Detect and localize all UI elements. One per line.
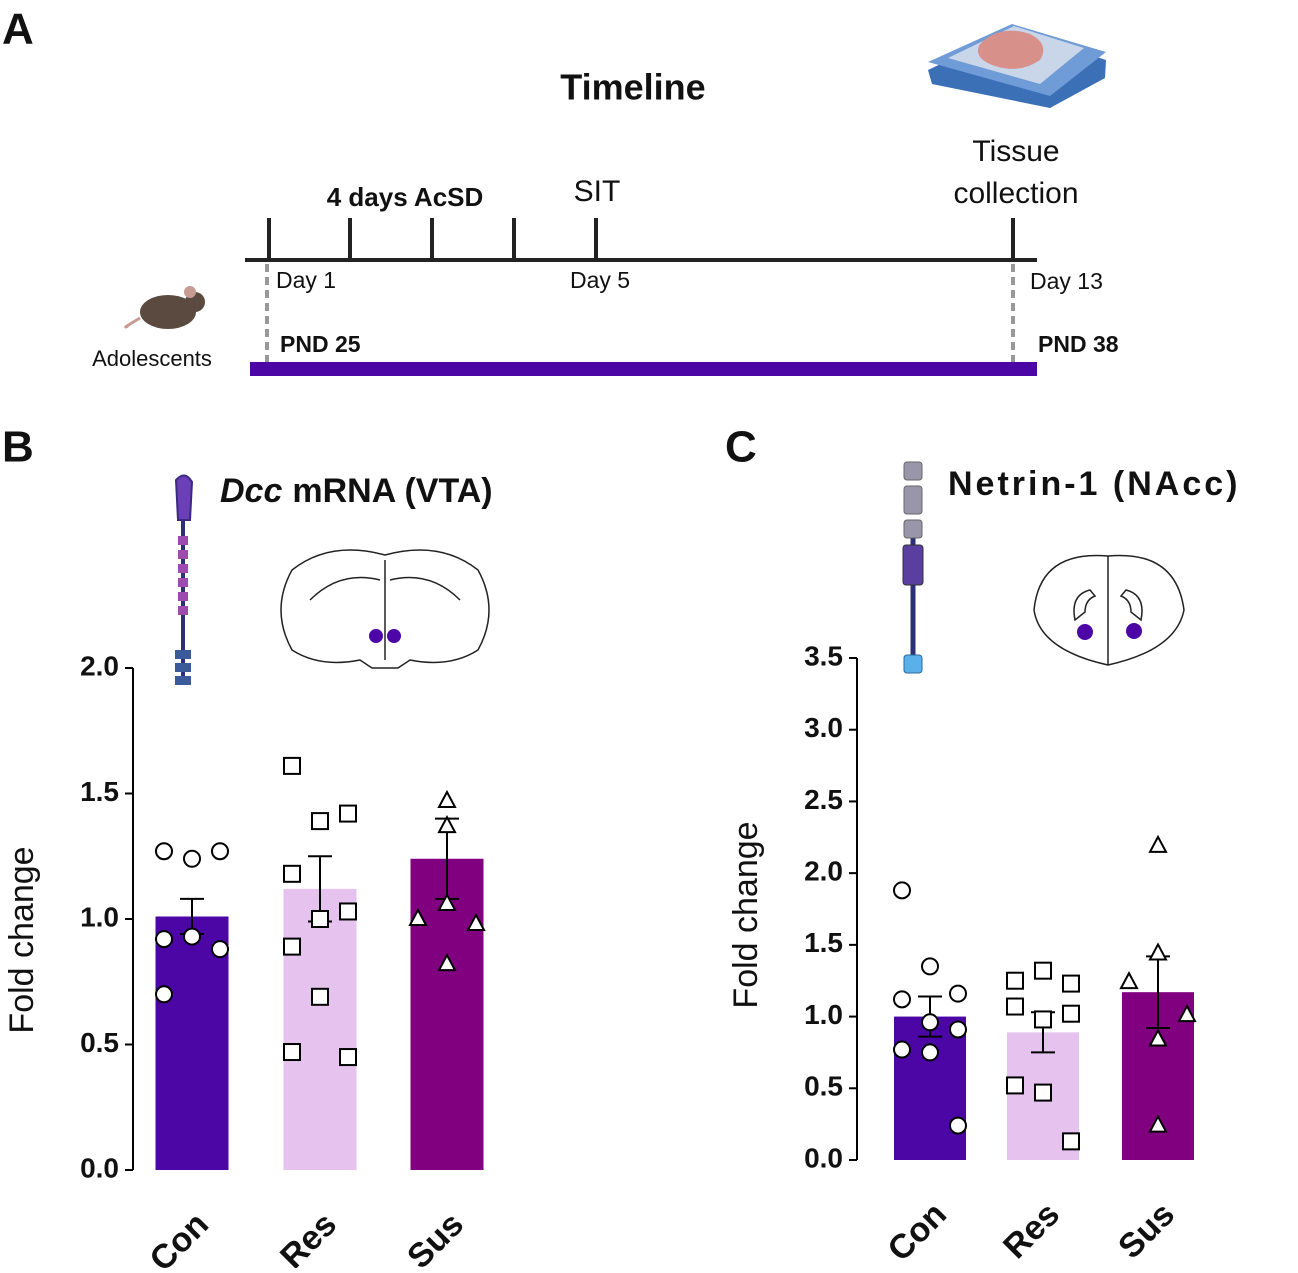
point <box>155 985 173 1004</box>
collection-label: collection <box>953 177 1078 210</box>
y-tick-label: 2.5 <box>804 784 843 815</box>
point <box>437 892 457 911</box>
slide-icon <box>928 24 1106 108</box>
y-axis-label: Fold change <box>727 821 765 1008</box>
point <box>283 1043 301 1062</box>
pnd-label: PND 38 <box>1038 331 1119 357</box>
x-tick-label: Con <box>880 1195 954 1268</box>
point <box>893 881 911 900</box>
x-tick-label: Res <box>996 1195 1067 1266</box>
point <box>949 1020 967 1039</box>
y-tick-label: 1.5 <box>804 927 843 958</box>
point <box>155 842 173 861</box>
point <box>1006 997 1024 1016</box>
title-rest: mRNA (VTA) <box>292 472 492 510</box>
group-label: Adolescents <box>92 346 212 371</box>
point <box>211 940 229 959</box>
y-tick-label: 0.5 <box>804 1071 843 1102</box>
point <box>1062 974 1080 993</box>
point <box>437 815 457 834</box>
point <box>1006 971 1024 990</box>
point <box>408 907 428 926</box>
point <box>437 789 457 809</box>
x-tick-label: Sus <box>400 1205 471 1268</box>
point <box>1148 834 1168 853</box>
day-label: Day 1 <box>276 267 336 293</box>
panel-letter: A <box>2 5 34 54</box>
point <box>1006 1076 1024 1095</box>
x-tick-label: Sus <box>1111 1195 1182 1266</box>
point <box>1148 942 1168 961</box>
y-tick-label: 0.0 <box>804 1142 843 1173</box>
y-tick-label: 1.0 <box>80 901 119 932</box>
point <box>921 1043 939 1062</box>
point <box>339 902 357 921</box>
point <box>183 849 201 868</box>
point <box>466 912 486 932</box>
point <box>921 957 939 976</box>
day-label: Day 5 <box>570 267 630 293</box>
y-tick-label: 0.5 <box>80 1027 119 1058</box>
y-tick-label: 1.5 <box>80 776 119 807</box>
y-tick-label: 2.0 <box>80 650 119 681</box>
point <box>921 1013 939 1032</box>
point <box>1034 1083 1052 1102</box>
sit-label: SIT <box>574 175 621 208</box>
x-tick-label: Con <box>142 1205 216 1268</box>
point <box>1177 1004 1197 1023</box>
title-gene: Dcc <box>220 472 282 510</box>
panel-letter: B <box>2 423 34 472</box>
guide-line <box>265 264 1015 362</box>
point <box>893 990 911 1009</box>
point <box>1062 1132 1080 1151</box>
chart-title: Netrin-1 (NAcc) <box>948 465 1240 503</box>
point <box>1034 1010 1052 1029</box>
point <box>893 1040 911 1059</box>
pnd-label: PND 25 <box>280 331 361 357</box>
point <box>1062 1004 1080 1023</box>
point <box>283 756 301 775</box>
age-bar <box>250 362 1037 376</box>
point <box>339 1048 357 1067</box>
point <box>311 812 329 831</box>
timeline-axis <box>245 218 1037 262</box>
brain-section <box>1033 554 1185 666</box>
y-axis-label: Fold change <box>3 846 41 1033</box>
stress-label: 4 days AcSD <box>327 182 484 212</box>
point <box>1148 1028 1168 1047</box>
day-label: Day 13 <box>1030 268 1103 294</box>
receptor-icon <box>174 474 194 685</box>
point <box>1119 971 1139 990</box>
point <box>155 930 173 949</box>
panel-letter: C <box>725 423 757 472</box>
point <box>211 842 229 861</box>
collection-label: Tissue <box>972 135 1059 168</box>
point <box>183 927 201 946</box>
bar <box>283 888 357 1170</box>
y-tick-label: 3.0 <box>804 712 843 743</box>
mouse-icon <box>124 286 205 329</box>
point <box>1034 961 1052 980</box>
point <box>339 804 357 823</box>
point <box>949 984 967 1003</box>
timeline-title: Timeline <box>560 67 705 108</box>
point <box>949 1116 967 1135</box>
point <box>311 987 329 1006</box>
bar <box>155 916 229 1170</box>
bar <box>894 1016 966 1160</box>
y-tick-label: 1.0 <box>804 999 843 1030</box>
point <box>437 953 457 972</box>
point <box>283 937 301 956</box>
point <box>1148 1114 1168 1133</box>
chart-title: Dcc mRNA (VTA) <box>220 472 493 510</box>
brain-section <box>280 549 490 669</box>
point <box>283 864 301 883</box>
y-tick-label: 3.5 <box>804 640 843 671</box>
y-tick-label: 2.0 <box>804 856 843 887</box>
ligand-icon <box>902 461 924 674</box>
y-tick-label: 0.0 <box>80 1152 119 1183</box>
point <box>311 910 329 928</box>
x-tick-label: Res <box>273 1205 344 1268</box>
